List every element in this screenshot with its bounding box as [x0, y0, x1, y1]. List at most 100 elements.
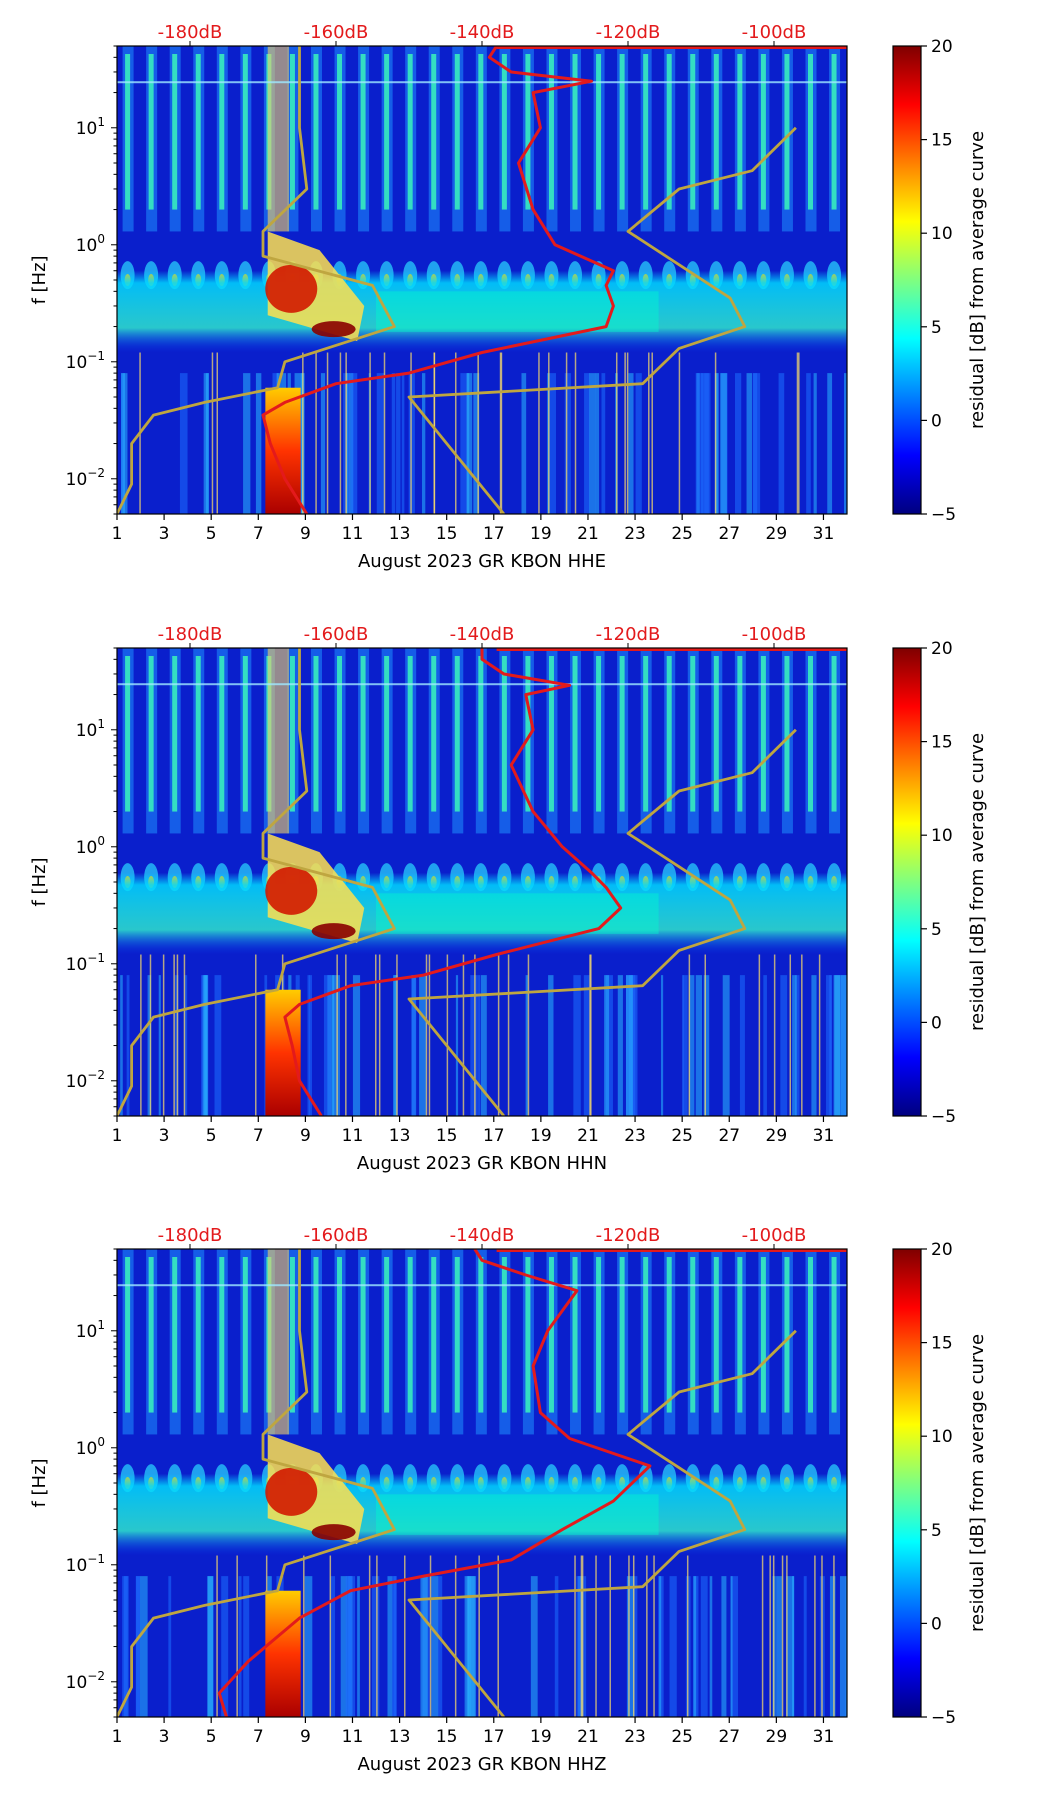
nhnm-curve [407, 728, 797, 1116]
stripe-core [643, 54, 649, 210]
lf-stripe [126, 975, 130, 1116]
lf-spike [375, 954, 377, 1116]
lf-spike [821, 1555, 823, 1717]
lf-stripe [184, 975, 188, 1116]
stripe-core [808, 54, 813, 210]
lf-stripe [460, 373, 467, 514]
x-tick-label: 1 [112, 1727, 123, 1747]
lf-spike [497, 1555, 499, 1717]
x-tick-label: 19 [530, 1126, 552, 1146]
lf-spike [786, 1555, 788, 1717]
lf-stripe [304, 1576, 313, 1717]
colorbar-tick-label: 5 [931, 318, 942, 338]
lf-stripe [352, 975, 361, 1116]
x-tick-label: 19 [530, 1727, 552, 1747]
lf-spike [769, 1555, 771, 1717]
stripe-core [737, 1257, 743, 1413]
x-tick-label: 25 [671, 524, 693, 544]
lf-stripe [730, 1576, 733, 1717]
lf-stripe [357, 1576, 360, 1717]
x-tick-label: 11 [342, 1126, 364, 1146]
lf-spike [548, 352, 550, 514]
x-axis-label: August 2023 GR KBON HHN [357, 1153, 607, 1174]
lf-stripe [695, 975, 703, 1116]
stripe-core [431, 1257, 437, 1413]
lf-stripe [437, 1576, 443, 1717]
lf-stripe [340, 1576, 348, 1717]
percentile-curve [283, 648, 623, 1116]
storm-lowfreq [265, 1590, 301, 1717]
lf-spike [589, 954, 591, 1116]
y-tick-label: 10−2 [66, 466, 105, 490]
lf-stripe [455, 975, 459, 1116]
db-tick-label: -100dB [742, 22, 807, 43]
stripe-core [619, 1257, 625, 1413]
lf-spike [162, 954, 165, 1116]
lf-stripe [734, 1576, 739, 1717]
lf-spike [624, 352, 626, 514]
stripe-core [831, 54, 837, 210]
stripe-core [407, 1257, 413, 1413]
lf-stripe [419, 975, 427, 1116]
x-tick-label: 5 [206, 524, 217, 544]
microseism-band-strong [376, 291, 659, 332]
db-tick-label: -120dB [596, 624, 661, 645]
lf-spike [538, 352, 540, 514]
stripe-core [219, 656, 225, 812]
x-tick-label: 23 [624, 1126, 646, 1146]
stripe-core [172, 54, 178, 210]
stripe-core [337, 1257, 343, 1413]
lf-stripe [833, 975, 841, 1116]
lf-spike [478, 1555, 480, 1717]
db-tick-label: -160dB [304, 22, 369, 43]
stripe-core [784, 1257, 790, 1413]
lf-stripe [466, 373, 470, 514]
y-axis-label: f [Hz] [29, 1458, 50, 1507]
storm-core-secondary [311, 923, 356, 940]
db-tick-label: -100dB [742, 624, 807, 645]
lf-spike [686, 1555, 689, 1717]
stripe-core [737, 656, 743, 812]
lf-spike [581, 1555, 584, 1717]
x-tick-label: 1 [112, 524, 123, 544]
x-tick-label: 3 [159, 524, 170, 544]
lf-stripe [700, 1576, 708, 1717]
lf-stripe [147, 975, 152, 1116]
percentile-curve [261, 46, 615, 514]
lf-stripe [345, 1576, 352, 1717]
lf-stripe [660, 975, 664, 1116]
x-tick-label: 13 [389, 1727, 411, 1747]
stripe-core [242, 54, 248, 210]
lf-stripe [731, 1576, 735, 1717]
lf-stripe [468, 1576, 477, 1717]
x-tick-label: 29 [766, 1727, 788, 1747]
lf-spike [758, 954, 761, 1116]
lf-stripe [391, 373, 396, 514]
lf-spike [651, 352, 653, 514]
stripe-core [548, 656, 554, 812]
lf-stripe [387, 1576, 393, 1717]
lf-stripe [714, 373, 719, 514]
x-tick-label: 23 [624, 524, 646, 544]
lf-stripe [573, 975, 581, 1116]
lf-spike [798, 352, 800, 514]
lf-spike [781, 1555, 784, 1717]
stripe-core [572, 1257, 578, 1413]
lf-spike [477, 352, 479, 514]
stripe-core [619, 54, 625, 210]
x-axis-label: August 2023 GR KBON HHZ [357, 1754, 606, 1775]
stripe-core [548, 54, 554, 210]
stripe-core [242, 1257, 248, 1413]
lf-spike [714, 352, 717, 514]
lf-stripe [521, 373, 527, 514]
lf-spike [315, 352, 317, 514]
lf-stripe [243, 1576, 250, 1717]
lf-spike [433, 352, 436, 514]
colorbar-tick-label: 10 [931, 826, 953, 846]
lf-spike [396, 954, 398, 1116]
x-tick-label: 25 [671, 1126, 693, 1146]
lf-spike [211, 352, 214, 514]
x-tick-label: 15 [436, 524, 458, 544]
